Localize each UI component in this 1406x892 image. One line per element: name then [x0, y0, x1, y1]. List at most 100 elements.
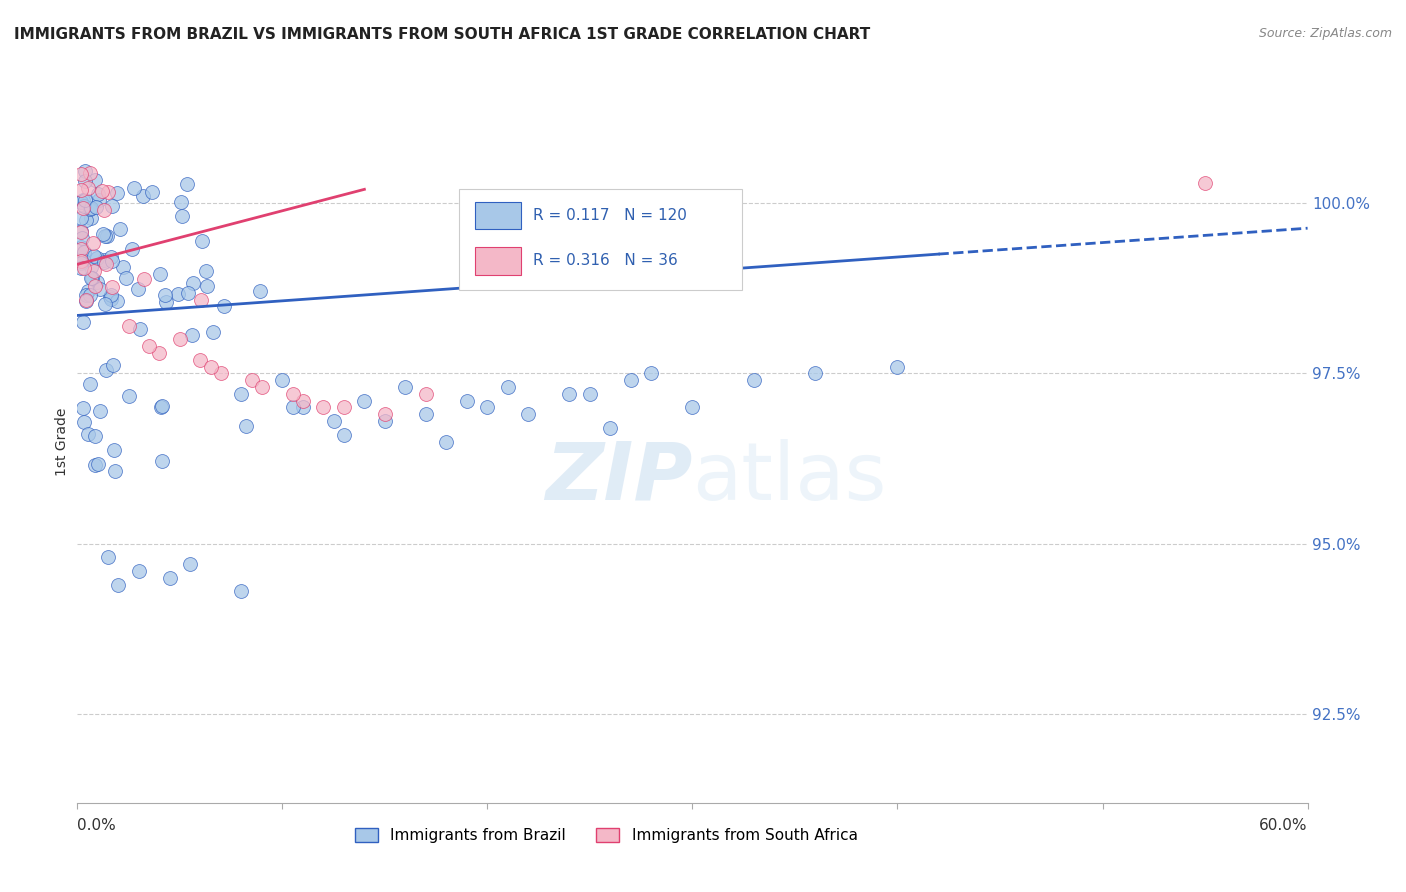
- Point: [103, 442, 125, 457]
- Point: [477, 401, 499, 415]
- Point: [79, 376, 101, 391]
- Point: [70, 253, 93, 268]
- Point: [281, 387, 304, 401]
- Point: [72, 253, 94, 268]
- Point: [77, 284, 100, 298]
- Text: R = 0.117   N = 120: R = 0.117 N = 120: [533, 208, 686, 223]
- Point: [291, 393, 314, 408]
- Point: [148, 346, 170, 360]
- FancyBboxPatch shape: [475, 202, 522, 229]
- Point: [231, 584, 253, 599]
- Text: Source: ZipAtlas.com: Source: ZipAtlas.com: [1258, 27, 1392, 40]
- Point: [83, 249, 105, 263]
- Point: [72, 201, 94, 215]
- Point: [180, 328, 202, 343]
- Point: [682, 401, 704, 415]
- Point: [322, 414, 344, 428]
- Point: [1194, 176, 1216, 190]
- Point: [804, 367, 827, 381]
- Point: [333, 401, 356, 415]
- Point: [101, 358, 124, 372]
- Point: [82, 270, 104, 285]
- Point: [70, 225, 93, 239]
- Point: [107, 577, 129, 591]
- Text: ZIP: ZIP: [546, 439, 693, 516]
- Point: [312, 401, 335, 415]
- Point: [87, 187, 110, 202]
- Point: [91, 184, 114, 198]
- Point: [72, 315, 94, 329]
- Point: [75, 294, 97, 309]
- Point: [77, 427, 100, 442]
- Point: [94, 229, 117, 244]
- Point: [72, 401, 94, 415]
- Point: [79, 202, 101, 216]
- Point: [141, 186, 163, 200]
- Point: [209, 367, 232, 381]
- Point: [72, 245, 94, 260]
- Legend: Immigrants from Brazil, Immigrants from South Africa: Immigrants from Brazil, Immigrants from …: [349, 822, 863, 849]
- Point: [79, 260, 101, 274]
- Point: [75, 288, 97, 302]
- Point: [415, 387, 437, 401]
- Point: [97, 550, 120, 565]
- Point: [70, 256, 93, 270]
- Point: [172, 209, 194, 223]
- Point: [496, 380, 519, 394]
- Point: [195, 279, 218, 293]
- Point: [195, 264, 218, 278]
- Point: [84, 279, 107, 293]
- Point: [177, 286, 200, 301]
- Point: [72, 193, 94, 207]
- Point: [134, 271, 156, 285]
- Point: [70, 167, 93, 181]
- Point: [100, 289, 122, 303]
- Text: IMMIGRANTS FROM BRAZIL VS IMMIGRANTS FROM SOUTH AFRICA 1ST GRADE CORRELATION CHA: IMMIGRANTS FROM BRAZIL VS IMMIGRANTS FRO…: [14, 27, 870, 42]
- Point: [79, 288, 101, 302]
- Point: [183, 276, 205, 290]
- Point: [436, 434, 458, 449]
- Point: [128, 564, 150, 578]
- Point: [83, 172, 105, 186]
- Point: [202, 325, 225, 339]
- Point: [100, 292, 122, 306]
- Point: [75, 213, 97, 227]
- Text: atlas: atlas: [693, 439, 887, 516]
- Point: [73, 163, 96, 178]
- Point: [886, 359, 908, 374]
- Point: [149, 400, 172, 414]
- Y-axis label: 1st Grade: 1st Grade: [55, 408, 69, 475]
- Point: [70, 231, 93, 245]
- Point: [100, 280, 122, 294]
- Point: [96, 228, 118, 243]
- Point: [394, 380, 416, 394]
- Point: [70, 240, 93, 254]
- Point: [83, 264, 105, 278]
- Point: [599, 421, 621, 435]
- Point: [190, 293, 212, 307]
- Point: [91, 227, 114, 241]
- Point: [86, 251, 108, 265]
- Point: [70, 194, 93, 209]
- Point: [70, 261, 93, 276]
- Point: [94, 363, 117, 377]
- Point: [122, 180, 145, 194]
- Point: [79, 166, 101, 180]
- Point: [108, 221, 131, 235]
- Point: [93, 255, 115, 269]
- Point: [73, 174, 96, 188]
- Point: [83, 429, 105, 443]
- Point: [82, 235, 104, 250]
- Point: [77, 181, 100, 195]
- Point: [127, 282, 149, 296]
- Point: [93, 202, 115, 217]
- Point: [80, 211, 103, 226]
- Text: 0.0%: 0.0%: [77, 818, 117, 833]
- Point: [132, 189, 155, 203]
- Point: [291, 401, 314, 415]
- Point: [87, 457, 110, 471]
- Point: [167, 287, 190, 301]
- Point: [153, 287, 176, 301]
- Point: [70, 242, 93, 256]
- Point: [333, 427, 356, 442]
